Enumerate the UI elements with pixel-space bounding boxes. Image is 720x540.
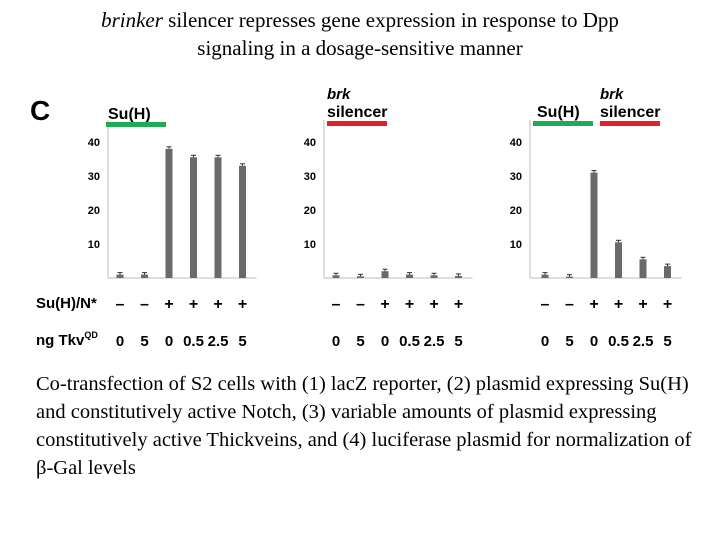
- legend-silencer-label: silencer: [600, 104, 660, 121]
- x-tick-label: 5: [356, 333, 364, 350]
- caption-part2: -Gal levels: [46, 457, 136, 479]
- bar: [141, 274, 148, 278]
- suh-nstar-value: –: [116, 296, 125, 313]
- y-tick-label: 20: [88, 205, 100, 217]
- legend-suh-label: Su(H): [537, 104, 580, 121]
- legend-brk-label: brk: [600, 86, 624, 103]
- bar: [430, 275, 438, 278]
- caption-part1: Co-transfection of S2 cells with (1) lac…: [36, 373, 692, 451]
- bar: [639, 259, 647, 278]
- x-tick-label: 0.5: [399, 333, 420, 350]
- y-tick-label: 20: [510, 205, 522, 217]
- y-tick-label: 40: [510, 137, 522, 149]
- x-tick-label: 2.5: [424, 333, 445, 350]
- row-label-tkv: ng TkvQD: [36, 330, 98, 349]
- suh-nstar-value: +: [589, 296, 598, 313]
- suh-nstar-value: +: [380, 296, 389, 313]
- slide-title: brinker silencer represses gene expressi…: [0, 6, 720, 62]
- caption-beta: β: [36, 457, 47, 479]
- x-tick-label: 2.5: [208, 333, 229, 350]
- suh-nstar-value: +: [614, 296, 623, 313]
- legend-brk-label: brk: [327, 86, 351, 103]
- bar: [381, 271, 389, 278]
- y-tick-label: 40: [304, 137, 316, 149]
- suh-nstar-value: +: [164, 296, 173, 313]
- x-tick-label: 0.5: [608, 333, 629, 350]
- suh-nstar-value: +: [405, 296, 414, 313]
- row-label-tkv-sup: QD: [84, 330, 98, 340]
- x-tick-label: 0: [590, 333, 598, 350]
- bar: [541, 274, 549, 278]
- y-tick-label: 30: [510, 171, 522, 183]
- title-italic: brinker: [101, 8, 163, 32]
- bar: [116, 274, 124, 278]
- bar: [406, 274, 413, 278]
- suh-nstar-value: –: [332, 296, 341, 313]
- x-tick-label: 0.5: [183, 333, 204, 350]
- bar: [590, 172, 598, 278]
- legend-suh-label: Su(H): [108, 106, 151, 123]
- legend-silencer-bar: [600, 121, 660, 126]
- suh-nstar-value: +: [213, 296, 222, 313]
- y-tick-label: 40: [88, 137, 100, 149]
- suh-nstar-value: –: [140, 296, 149, 313]
- bar: [165, 148, 173, 278]
- legend-suh-bar: [106, 122, 166, 127]
- legend-suh-bar: [533, 121, 593, 126]
- y-tick-label: 10: [510, 239, 522, 251]
- suh-nstar-value: +: [189, 296, 198, 313]
- x-tick-label: 0: [541, 333, 549, 350]
- bar: [239, 165, 246, 278]
- row-label-suh-nstar: Su(H)/N*: [36, 295, 97, 312]
- x-tick-label: 5: [565, 333, 573, 350]
- x-tick-label: 5: [238, 333, 246, 350]
- bar: [214, 157, 222, 278]
- x-tick-label: 2.5: [633, 333, 654, 350]
- bar: [615, 242, 622, 278]
- bar: [332, 275, 340, 278]
- x-tick-label: 0: [332, 333, 340, 350]
- x-tick-label: 0: [116, 333, 124, 350]
- bar: [190, 157, 197, 278]
- suh-nstar-value: +: [454, 296, 463, 313]
- suh-nstar-value: +: [429, 296, 438, 313]
- y-tick-label: 20: [304, 205, 316, 217]
- y-tick-label: 30: [88, 171, 100, 183]
- bar: [455, 275, 462, 278]
- y-tick-label: 10: [88, 239, 100, 251]
- bar: [566, 276, 573, 278]
- x-tick-label: 0: [381, 333, 389, 350]
- suh-nstar-value: +: [663, 296, 672, 313]
- panel-letter: C: [30, 95, 50, 126]
- y-tick-label: 10: [304, 239, 316, 251]
- caption: Co-transfection of S2 cells with (1) lac…: [36, 370, 706, 482]
- suh-nstar-value: –: [565, 296, 574, 313]
- x-tick-label: 0: [165, 333, 173, 350]
- bar: [357, 276, 364, 278]
- x-tick-label: 5: [663, 333, 671, 350]
- x-tick-label: 5: [454, 333, 462, 350]
- legend-silencer-label: silencer: [327, 104, 387, 121]
- suh-nstar-value: –: [541, 296, 550, 313]
- x-tick-label: 5: [140, 333, 148, 350]
- y-tick-label: 30: [304, 171, 316, 183]
- title-line1: silencer represses gene expression in re…: [162, 8, 619, 32]
- suh-nstar-value: –: [356, 296, 365, 313]
- legend-silencer-bar: [327, 121, 387, 126]
- suh-nstar-value: +: [238, 296, 247, 313]
- title-line2: signaling in a dosage-sensitive manner: [197, 36, 523, 60]
- row-label-tkv-main: ng Tkv: [36, 332, 85, 349]
- suh-nstar-value: +: [638, 296, 647, 313]
- bar: [664, 266, 671, 278]
